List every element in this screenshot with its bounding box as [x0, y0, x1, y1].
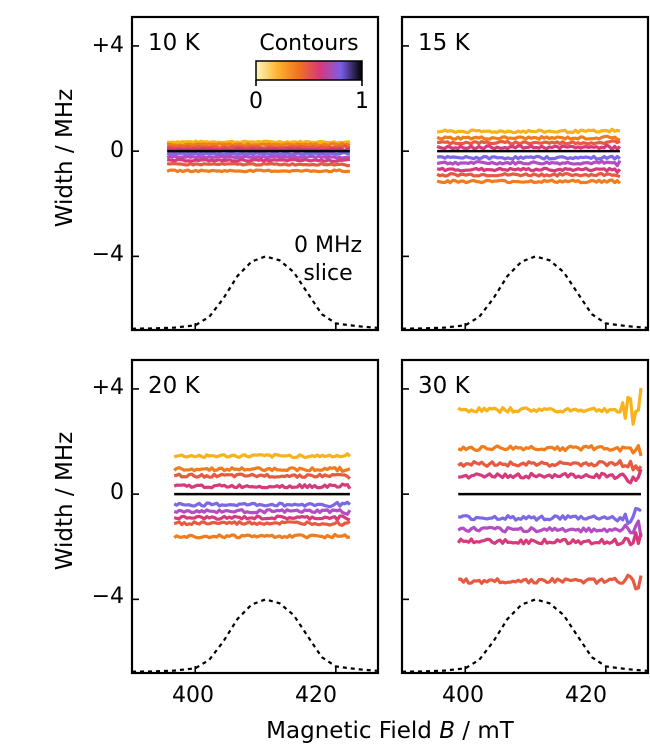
panel-20k: 20 K	[130, 358, 380, 675]
y-tick-label-bottom-zero: 0	[110, 480, 124, 505]
contour-upper	[166, 139, 351, 145]
panel-30k: 30 K	[400, 358, 650, 675]
contour-lower	[166, 161, 350, 168]
contour-upper	[173, 482, 352, 490]
contour-lower	[173, 532, 351, 540]
temperature-label: 30 K	[418, 373, 471, 399]
y-tick-label-top-minus4: −4	[92, 242, 124, 267]
x-axis-label: Magnetic Field B / mT	[266, 718, 515, 744]
contour-lower	[458, 506, 642, 526]
panel-15k: 15 K	[400, 15, 650, 332]
contour-lower	[173, 519, 351, 527]
y-tick-label-top-plus4: +4	[92, 33, 124, 58]
contour-lower	[457, 519, 643, 538]
panel-10k: 10 K Contours 0 1 0 MHz slice	[130, 15, 380, 332]
contour-upper	[457, 459, 643, 472]
colorbar-min-label: 0	[249, 89, 263, 114]
colorbar-max-label: 1	[355, 89, 369, 114]
contour-upper	[166, 144, 351, 150]
contour-lower	[166, 168, 351, 174]
panel-frame	[130, 358, 380, 675]
contour-series	[173, 452, 352, 540]
contour-series	[166, 139, 351, 174]
y-tick-label-top-zero: 0	[110, 138, 124, 163]
contour-upper	[436, 139, 621, 146]
y-tick-label-bottom-plus4: +4	[92, 375, 124, 400]
y-tick-labels: +4 0 −4 +4 0 −4	[92, 33, 124, 609]
contour-lower	[173, 500, 351, 509]
colorbar-gradient	[255, 60, 363, 81]
contour-upper	[167, 146, 351, 153]
x-tick-labels: 400 420 400 420	[172, 683, 607, 708]
contour-lower	[436, 154, 621, 161]
panel-frame	[400, 15, 650, 332]
zero-mhz-slice-line	[401, 598, 649, 673]
contour-series	[456, 387, 643, 591]
x-tick-label-right-400: 400	[442, 683, 484, 708]
contour-lower	[166, 157, 351, 163]
contour-upper	[173, 465, 351, 473]
zero-mhz-slice-line	[131, 598, 379, 673]
panel-frame	[400, 358, 650, 675]
x-tick-label-left-400: 400	[172, 683, 214, 708]
contour-lower	[173, 514, 351, 522]
zero-mhz-slice-line	[401, 255, 649, 330]
colorbar: Contours 0 1	[249, 31, 369, 114]
contour-upper	[173, 472, 352, 480]
contour-upper	[166, 142, 351, 147]
contour-lower	[436, 159, 622, 168]
y-tick-label-bottom-minus4: −4	[92, 584, 124, 609]
y-axis-label-top: Width / MHz	[52, 89, 78, 227]
panel-frame	[130, 15, 380, 332]
contour-series	[436, 127, 622, 185]
contour-lower	[166, 150, 350, 157]
contour-upper	[457, 387, 643, 426]
y-axis-label-bottom: Width / MHz	[52, 432, 78, 570]
colorbar-title: Contours	[259, 31, 358, 56]
contour-upper	[173, 452, 352, 460]
contour-upper	[437, 127, 621, 135]
slice-note-line2: slice	[303, 261, 352, 286]
contour-lower	[458, 573, 643, 591]
contour-lower	[456, 531, 643, 547]
x-tick-label-right-420: 420	[565, 683, 607, 708]
zero-mhz-slice-line	[131, 255, 379, 330]
contour-lower	[436, 178, 622, 185]
contour-upper	[457, 444, 643, 457]
contour-lower	[173, 508, 352, 516]
temperature-label: 10 K	[148, 30, 201, 56]
contour-upper	[458, 468, 643, 485]
contour-lower	[436, 171, 621, 179]
contour-upper	[436, 143, 621, 151]
contour-upper	[436, 134, 621, 142]
temperature-label: 20 K	[148, 373, 201, 399]
slice-note-line1: 0 MHz	[294, 233, 362, 258]
contour-lower	[166, 154, 350, 160]
x-tick-label-left-420: 420	[295, 683, 337, 708]
contour-lower	[436, 166, 622, 174]
temperature-label: 15 K	[418, 30, 471, 56]
